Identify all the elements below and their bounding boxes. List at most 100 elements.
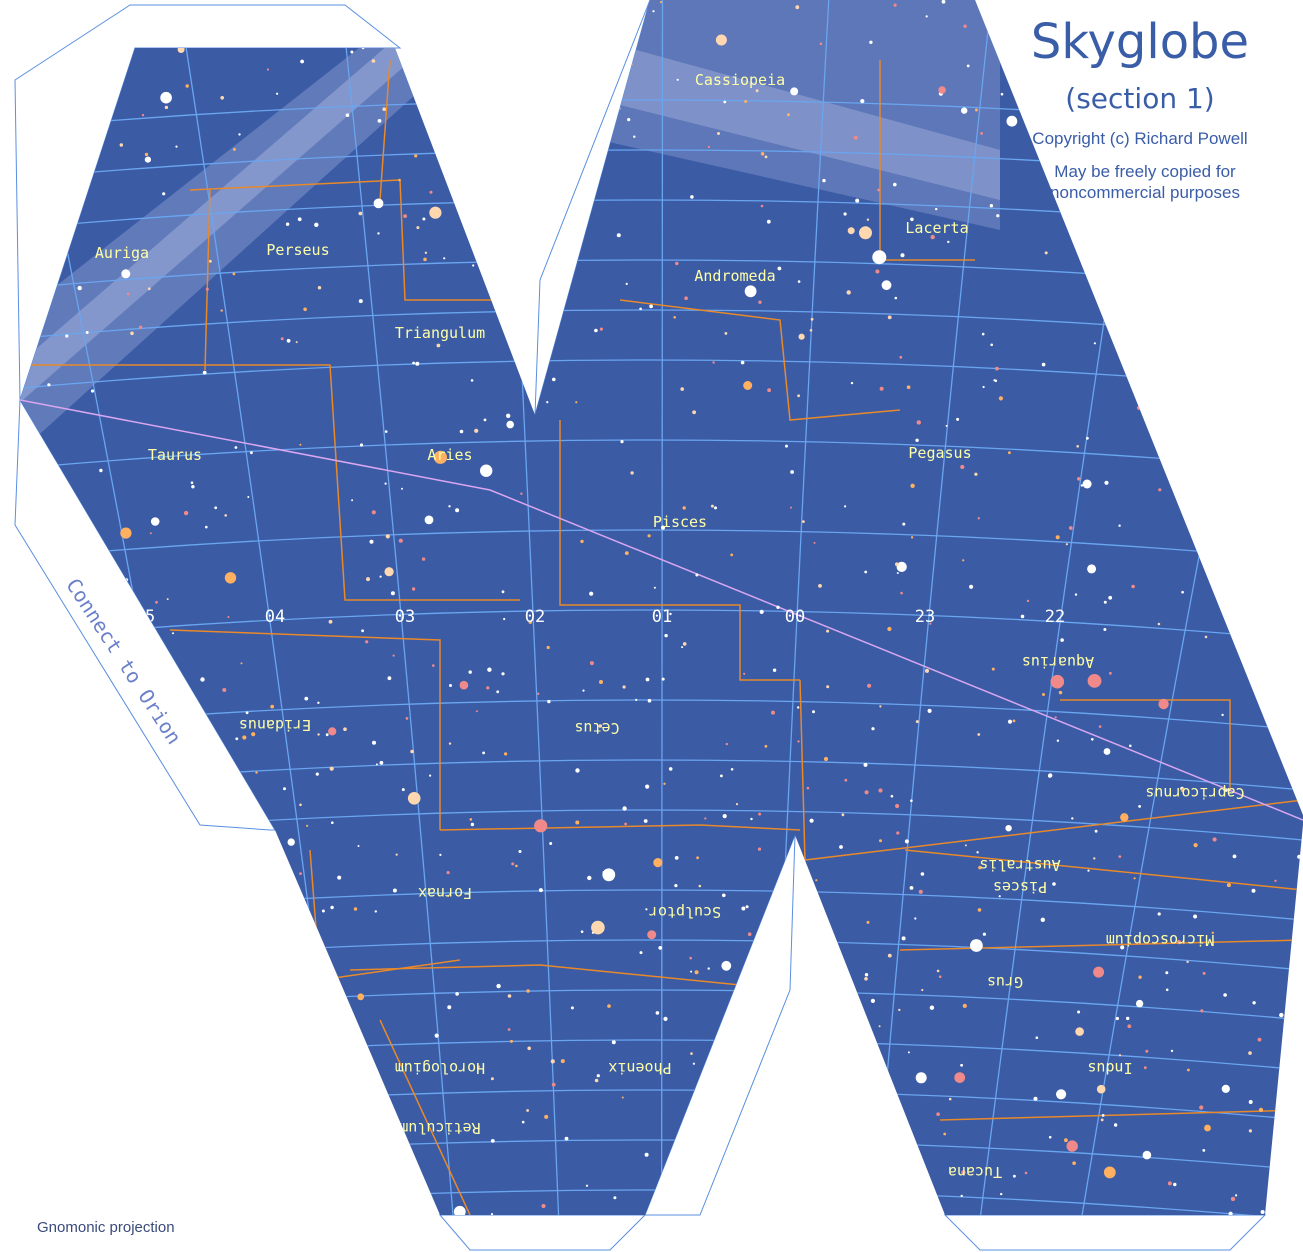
star xyxy=(224,572,237,584)
star xyxy=(690,970,693,973)
star xyxy=(974,108,978,112)
star xyxy=(528,620,532,624)
star xyxy=(797,394,800,398)
boundary xyxy=(20,364,520,601)
star xyxy=(485,174,488,178)
star xyxy=(878,1025,881,1028)
star xyxy=(33,75,37,79)
star xyxy=(453,1205,466,1215)
star xyxy=(962,1003,967,1009)
star xyxy=(416,226,420,230)
star xyxy=(468,670,472,674)
star xyxy=(1219,492,1222,495)
star xyxy=(589,661,594,666)
star xyxy=(204,923,208,927)
notice: noncommercial purposes xyxy=(1050,183,1240,202)
star xyxy=(177,46,185,53)
star xyxy=(720,774,723,778)
star xyxy=(611,1040,616,1045)
star xyxy=(429,206,442,219)
star xyxy=(653,586,656,589)
star xyxy=(209,259,212,263)
star xyxy=(823,1023,828,1029)
star xyxy=(977,733,981,736)
star xyxy=(918,1226,922,1230)
star xyxy=(778,1072,786,1081)
star xyxy=(899,355,903,359)
star xyxy=(470,822,475,827)
star xyxy=(284,994,288,998)
star xyxy=(910,799,913,802)
star xyxy=(141,1025,146,1030)
grid-line xyxy=(20,609,1303,641)
star xyxy=(864,790,869,795)
star xyxy=(1065,543,1068,546)
star xyxy=(379,1208,383,1212)
star xyxy=(504,752,508,756)
star xyxy=(433,450,447,464)
star xyxy=(1041,362,1046,367)
star xyxy=(117,792,121,796)
star xyxy=(155,600,158,604)
star xyxy=(1007,719,1013,724)
star xyxy=(607,1004,611,1008)
star xyxy=(120,527,132,539)
star xyxy=(1165,988,1169,992)
title: Skyglobe xyxy=(1031,14,1249,70)
star xyxy=(591,920,605,935)
star xyxy=(871,727,875,731)
star xyxy=(1044,251,1048,255)
star xyxy=(487,667,492,672)
star xyxy=(1024,1171,1028,1175)
star xyxy=(95,727,98,729)
star xyxy=(1153,240,1160,248)
constellation-label: Australis xyxy=(979,856,1060,874)
star xyxy=(943,1132,947,1136)
star xyxy=(169,860,172,863)
star xyxy=(1013,1174,1016,1178)
star xyxy=(721,960,732,971)
star xyxy=(1,389,3,391)
star xyxy=(160,91,172,104)
star xyxy=(353,907,358,911)
constellation-label: Sculptor xyxy=(649,903,721,921)
star xyxy=(1193,843,1198,848)
star xyxy=(1075,1027,1084,1036)
star xyxy=(767,388,771,393)
star xyxy=(83,908,87,912)
star xyxy=(1040,917,1046,922)
star xyxy=(328,1101,332,1106)
star xyxy=(954,1072,966,1083)
star xyxy=(1115,1016,1119,1021)
star xyxy=(549,842,553,845)
star xyxy=(2,682,4,684)
star xyxy=(806,786,810,790)
star xyxy=(1238,570,1243,575)
star xyxy=(627,118,631,122)
star xyxy=(925,668,929,673)
star xyxy=(1104,480,1109,485)
star xyxy=(855,198,860,203)
star xyxy=(322,991,325,994)
star xyxy=(803,1112,806,1116)
star xyxy=(787,1154,791,1158)
star xyxy=(1093,966,1105,978)
star xyxy=(37,587,40,590)
star xyxy=(929,1005,935,1010)
star xyxy=(1252,30,1256,34)
star xyxy=(841,813,845,817)
star xyxy=(65,334,69,338)
star xyxy=(280,337,284,341)
star xyxy=(1204,635,1208,639)
star xyxy=(49,556,53,560)
star xyxy=(205,1096,209,1100)
star xyxy=(900,253,905,258)
star xyxy=(1263,190,1267,194)
star xyxy=(530,215,534,219)
boundary xyxy=(379,59,391,201)
star xyxy=(869,1227,871,1229)
star xyxy=(343,727,347,731)
star xyxy=(750,817,753,821)
star xyxy=(192,797,196,801)
star xyxy=(429,190,433,194)
